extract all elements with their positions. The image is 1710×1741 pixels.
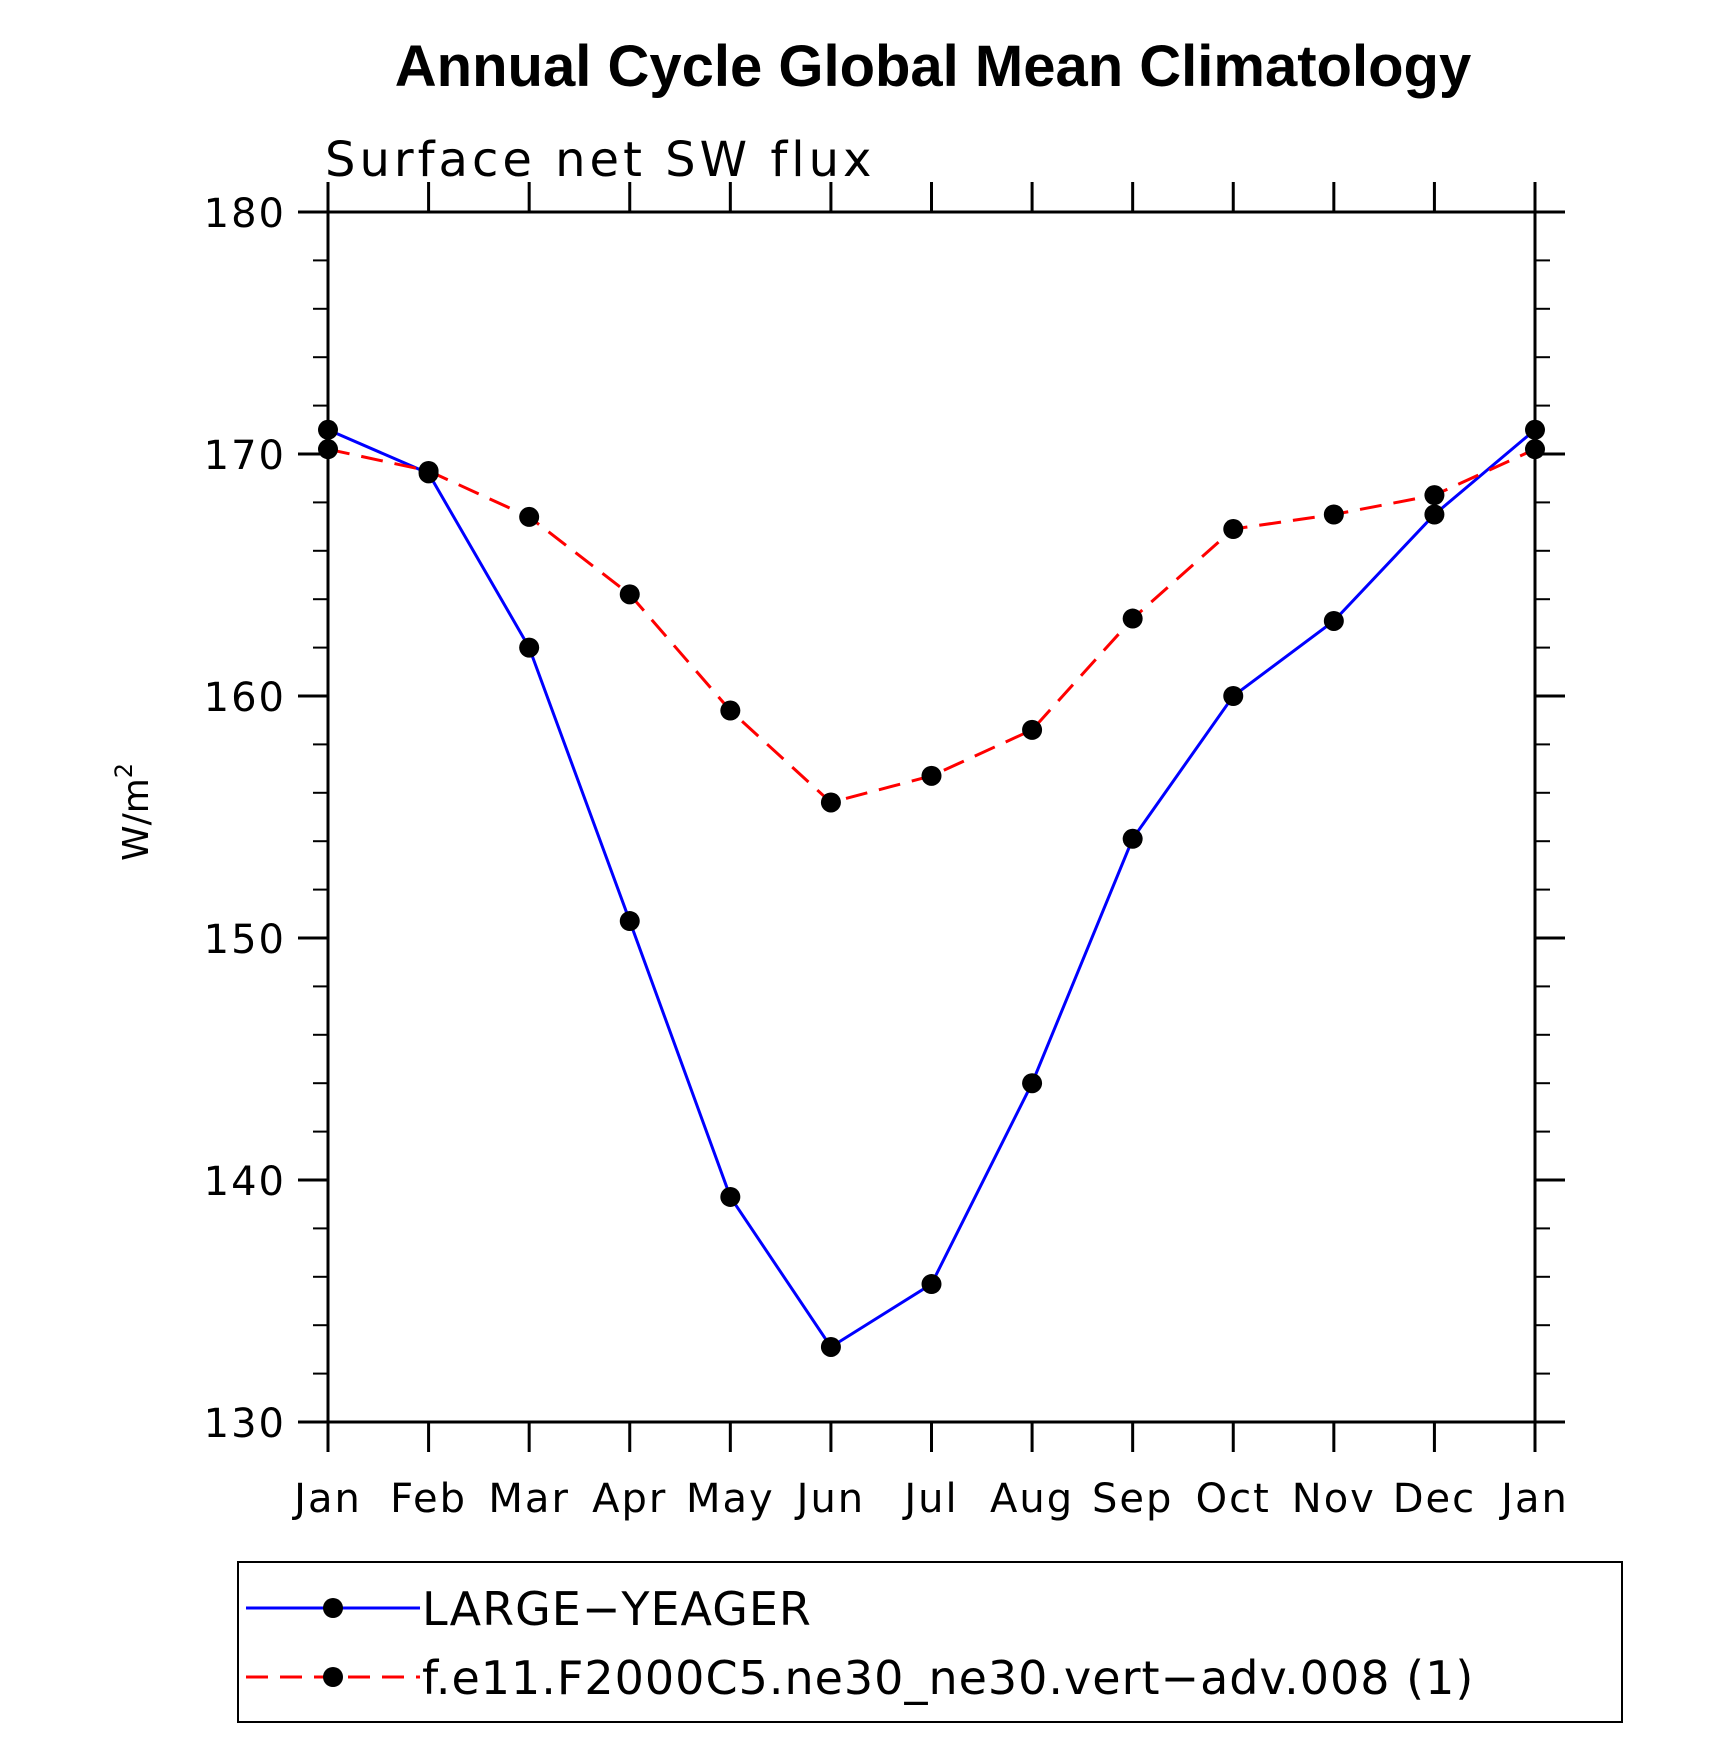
series-0-point	[820, 1336, 841, 1357]
legend-marker-0	[323, 1598, 343, 1618]
series-layer	[318, 419, 1545, 1357]
x-tick-label: Nov	[1292, 1476, 1376, 1522]
series-1-point	[921, 765, 942, 786]
series-1-point	[720, 700, 741, 721]
x-tick-label: Jun	[794, 1476, 866, 1522]
series-0-point	[318, 419, 338, 440]
y-axis-label: W/m2	[110, 763, 157, 861]
series-1-point	[418, 460, 439, 481]
x-tick-label: Apr	[592, 1476, 667, 1522]
legend-label-1: f.e11.F2000C5.ne30_ne30.vert−adv.008 (1)	[422, 1651, 1474, 1705]
series-0-point	[720, 1186, 741, 1207]
chart-title: Annual Cycle Global Mean Climatology	[395, 34, 1471, 99]
plot-frame	[326, 210, 1537, 1424]
series-0-point	[921, 1274, 942, 1295]
series-1-point	[1223, 519, 1244, 540]
series-0-point	[619, 911, 640, 932]
series-0-point	[519, 637, 540, 658]
x-tick-label: Feb	[390, 1476, 467, 1522]
y-tick-label: 150	[204, 917, 286, 963]
series-1-point	[519, 506, 540, 527]
x-tick-label: Oct	[1196, 1476, 1271, 1522]
series-1-point	[1022, 719, 1043, 740]
x-tick-label: Aug	[990, 1476, 1074, 1522]
y-tick-label: 170	[204, 433, 286, 479]
series-1-point	[1122, 608, 1143, 629]
x-tick-label: Sep	[1092, 1476, 1173, 1522]
series-1-point	[820, 792, 841, 813]
series-1-point	[1424, 485, 1445, 506]
series-1-point	[1323, 504, 1344, 525]
x-tick-label: Jan	[291, 1476, 362, 1522]
series-0-point	[1223, 686, 1244, 706]
y-axis-label-superscript: 2	[110, 763, 138, 778]
y-tick-label: 160	[204, 675, 286, 721]
legend-label-0: LARGE−YEAGER	[422, 1582, 812, 1636]
x-tick-label: Jul	[901, 1476, 958, 1522]
series-1-point	[1525, 439, 1545, 460]
x-tick-label: May	[686, 1476, 775, 1522]
series-1-point	[619, 584, 640, 605]
legend-entry-0: LARGE−YEAGER	[246, 1582, 812, 1636]
svg-text:W/m2: W/m2	[110, 763, 157, 861]
y-axis-label-base: W/m	[116, 778, 157, 861]
y-tick-label: 130	[204, 1401, 286, 1447]
series-line-0	[327, 428, 1536, 1350]
y-tick-label: 140	[204, 1159, 286, 1205]
series-0-point	[1424, 504, 1445, 525]
y-tick-labels: 130 140 150 160 170 180	[204, 191, 286, 1447]
legend-box	[237, 1561, 1623, 1723]
series-0-point	[1122, 828, 1143, 849]
y-tick-label: 180	[204, 191, 286, 237]
series-0-point	[1022, 1073, 1043, 1094]
series-0-point	[1525, 419, 1545, 440]
legend-marker-1	[323, 1667, 343, 1687]
legend-entry-1: f.e11.F2000C5.ne30_ne30.vert−adv.008 (1)	[246, 1651, 1474, 1705]
x-tick-label: Dec	[1393, 1476, 1476, 1522]
axis-ticks	[298, 182, 1565, 1452]
series-0-point	[1323, 610, 1344, 631]
x-tick-labels: Jan Feb Mar Apr May Jun Jul Aug Sep Oct Nov Dec Jan	[291, 1476, 1569, 1522]
x-tick-label: Jan	[1498, 1476, 1569, 1522]
chart-subtitle: Surface net SW flux	[325, 132, 875, 188]
series-1-point	[318, 439, 338, 460]
series-line-1	[327, 447, 1536, 805]
x-tick-label: Mar	[488, 1476, 569, 1522]
